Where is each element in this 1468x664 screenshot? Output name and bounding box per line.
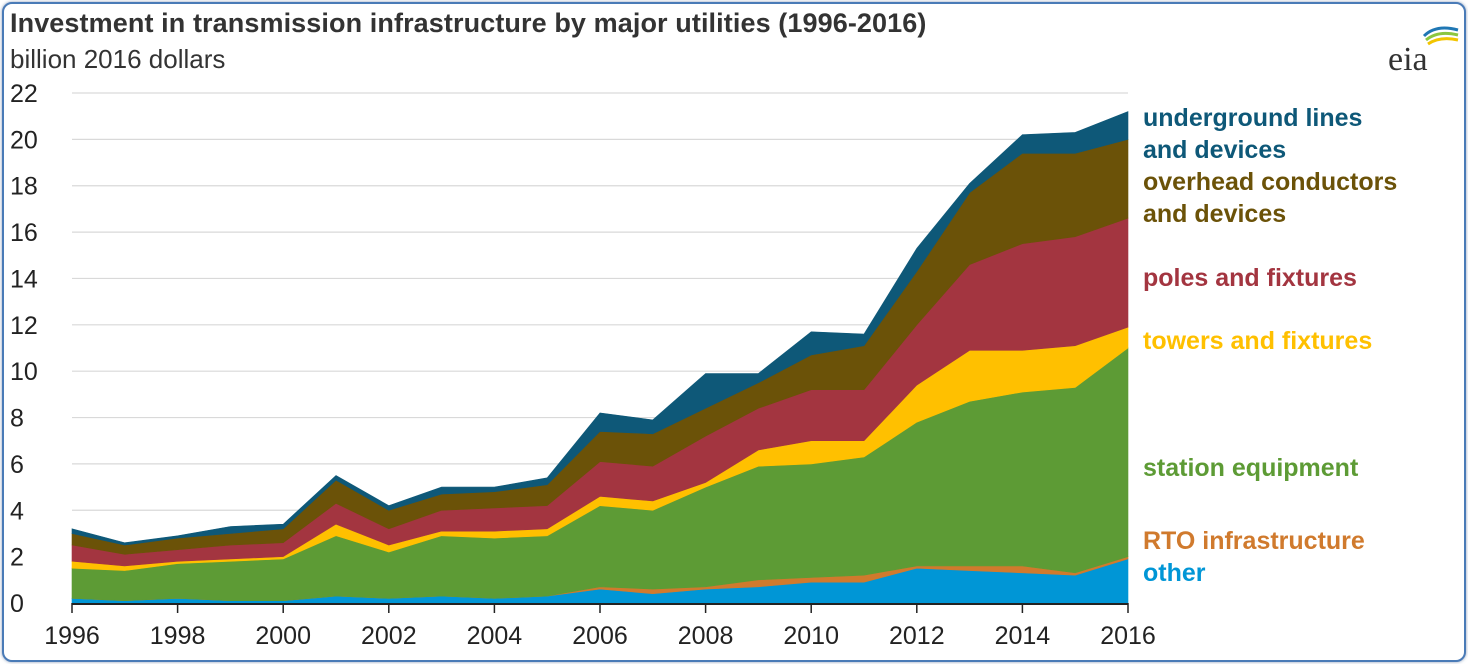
y-tick-label: 4: [10, 497, 24, 525]
chart-title: Investment in transmission infrastructur…: [10, 8, 927, 38]
y-tick-label: 16: [10, 219, 38, 247]
x-tick-label: 2008: [678, 622, 734, 650]
y-tick-label: 6: [10, 451, 24, 479]
series-label-line: other: [1143, 559, 1206, 587]
series-label-rto-infrastructure: RTO infrastructure: [1143, 527, 1365, 555]
series-label-station-equipment: station equipment: [1143, 454, 1359, 482]
series-labels: other RTO infrastructure station equipment…: [1143, 104, 1397, 587]
series-label-underground-lines-and-devices: underground lines and devices: [1143, 104, 1362, 164]
x-tick-label: 2014: [995, 622, 1051, 650]
gridlines: [72, 92, 1128, 558]
series-label-line: towers and fixtures: [1143, 327, 1372, 355]
x-tick-label: 1996: [44, 622, 100, 650]
series-label-line: overhead conductors: [1143, 168, 1397, 196]
x-tick-label: 1998: [150, 622, 206, 650]
y-tick-label: 12: [10, 312, 38, 340]
logo-text: eia: [1388, 41, 1428, 78]
logo-swoosh-green: [1425, 31, 1459, 42]
series-label-line: and devices: [1143, 136, 1286, 164]
eia-logo: eia: [1388, 26, 1459, 78]
y-tick-label: 22: [10, 80, 38, 108]
series-label-overhead-conductors-and-devices: overhead conductors and devices: [1143, 168, 1397, 228]
stacked-area-chart: 0 2 4 6 8 10 12 14 16 18 20 22 1996 1998 2000 2002 2004 2…: [10, 80, 1397, 650]
series-label-line: station equipment: [1143, 454, 1359, 482]
y-tick-label: 18: [10, 173, 38, 201]
x-tick-label: 2004: [467, 622, 523, 650]
x-tick-label: 2016: [1100, 622, 1156, 650]
y-tick-label: 8: [10, 405, 24, 433]
series-label-line: RTO infrastructure: [1143, 527, 1365, 555]
logo-swoosh-blue: [1422, 26, 1459, 38]
logo-swoosh-yellow: [1427, 37, 1459, 46]
series-label-line: poles and fixtures: [1143, 264, 1357, 292]
series-label-poles-and-fixtures: poles and fixtures: [1143, 264, 1357, 292]
chart-subtitle: billion 2016 dollars: [10, 44, 226, 74]
y-tick-label: 0: [10, 590, 24, 618]
x-tick-label: 2012: [889, 622, 945, 650]
series-label-towers-and-fixtures: towers and fixtures: [1143, 327, 1372, 355]
series-label-line: underground lines: [1143, 104, 1362, 132]
y-tick-label: 10: [10, 358, 38, 386]
x-tick-label: 2002: [361, 622, 417, 650]
y-tick-label: 20: [10, 126, 38, 154]
x-tick-label: 2000: [255, 622, 311, 650]
x-tick-label: 2010: [783, 622, 839, 650]
area-series: [71, 111, 1129, 604]
area-underground-lines-and-devices: [71, 111, 1129, 546]
axes: 0 2 4 6 8 10 12 14 16 18 20 22 1996 1998 2000 2002 2004 2…: [10, 80, 1156, 650]
y-tick-label: 14: [10, 265, 38, 293]
y-tick-label: 2: [10, 544, 24, 572]
series-label-line: and devices: [1143, 200, 1286, 228]
series-label-other: other: [1143, 559, 1206, 587]
x-tick-label: 2006: [572, 622, 628, 650]
